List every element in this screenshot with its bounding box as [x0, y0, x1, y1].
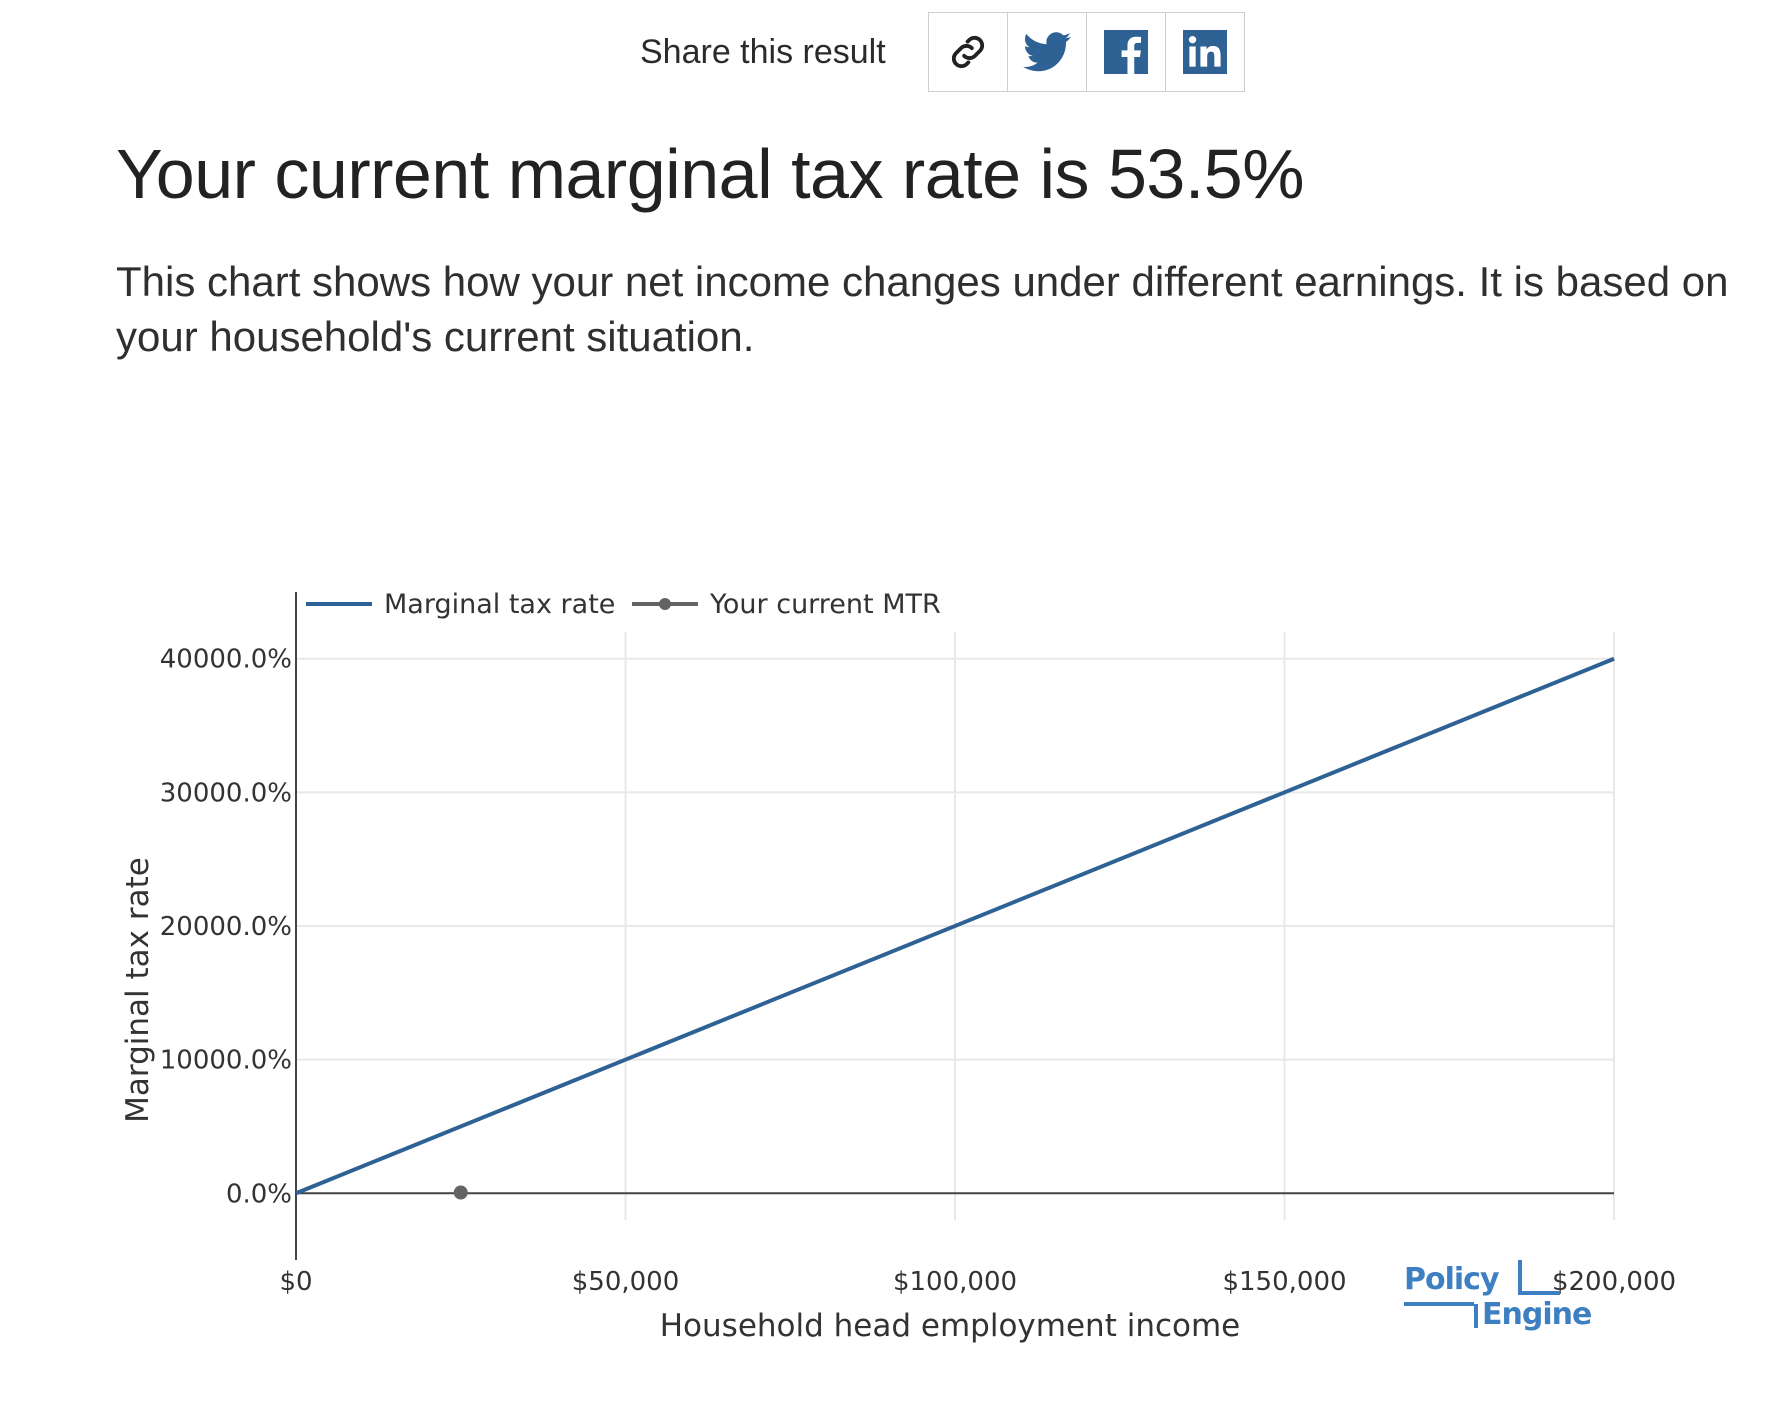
x-tick-label: $0	[279, 1267, 312, 1297]
twitter-share-button[interactable]	[1007, 13, 1087, 91]
logo-mark	[1404, 1260, 1560, 1328]
y-tick-label: 20000.0%	[160, 912, 292, 942]
y-tick-label: 0.0%	[226, 1179, 292, 1209]
share-buttons	[927, 12, 1245, 92]
grid-lines	[296, 632, 1615, 1220]
facebook-share-button[interactable]	[1086, 13, 1166, 91]
mtr-chart: $0 $50,000 $100,000 $150,000 $200,000 0.0% 100…	[0, 560, 1776, 1360]
series-line-marginal-tax-rate	[295, 656, 1615, 1196]
policyengine-logo: Policy Engine	[1404, 1260, 1592, 1332]
axes: $0 $50,000 $100,000 $150,000 $200,000 0.0% 100…	[160, 592, 1676, 1297]
x-tick-label: $150,000	[1222, 1267, 1346, 1297]
legend-swatch-marker	[659, 598, 671, 610]
current-mtr-point	[453, 1185, 468, 1200]
x-tick-label: $200,000	[1552, 1267, 1676, 1297]
facebook-icon	[1103, 30, 1148, 74]
legend-label: Your current MTR	[709, 589, 941, 620]
legend-label: Marginal tax rate	[384, 589, 615, 620]
x-axis-label: Household head employment income	[660, 1308, 1241, 1344]
legend: Marginal tax rate Your current MTR	[306, 589, 941, 620]
y-tick-label: 30000.0%	[160, 778, 292, 808]
share-row: Share this result	[640, 12, 1245, 92]
linkedin-icon	[1182, 30, 1227, 74]
x-tick-label: $100,000	[893, 1267, 1017, 1297]
chart-svg: $0 $50,000 $100,000 $150,000 $200,000 0.0% 100…	[120, 589, 1676, 1344]
twitter-icon	[1022, 32, 1071, 72]
link-icon	[951, 35, 984, 69]
linkedin-share-button[interactable]	[1165, 13, 1244, 91]
share-label: Share this result	[640, 32, 886, 71]
y-axis-label: Marginal tax rate	[120, 857, 156, 1123]
page-title: Your current marginal tax rate is 53.5%	[116, 135, 1304, 213]
y-tick-label: 10000.0%	[160, 1046, 292, 1076]
chart-description: This chart shows how your net income cha…	[116, 258, 1729, 360]
copy-link-button[interactable]	[928, 13, 1008, 91]
logo-text-engine: Engine	[1482, 1297, 1591, 1332]
logo-text-policy: Policy	[1404, 1262, 1500, 1297]
y-tick-label: 40000.0%	[160, 645, 292, 675]
x-tick-label: $50,000	[572, 1267, 680, 1297]
series-layer	[295, 656, 1615, 1200]
